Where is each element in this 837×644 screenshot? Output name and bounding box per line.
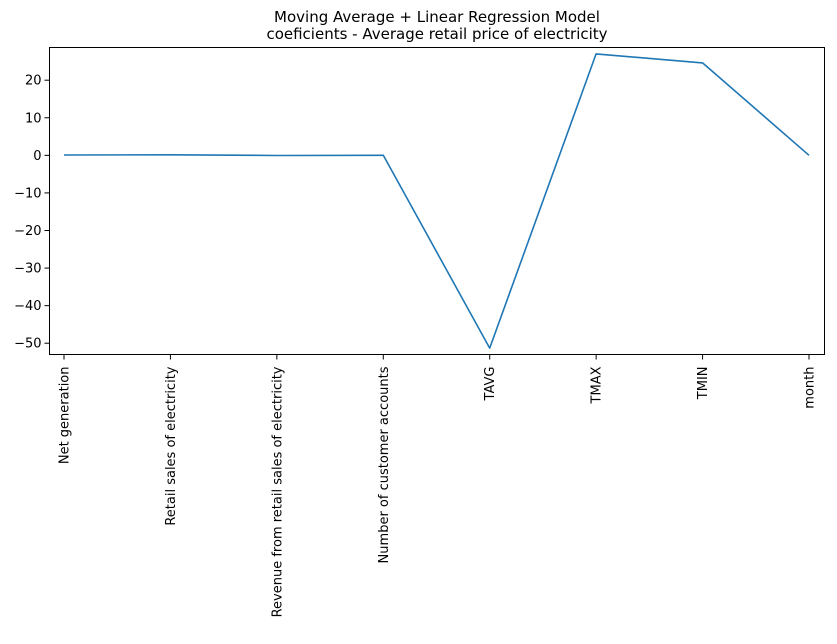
x-axis: Net generation Retail sales of electricit… [58,354,818,617]
x-tick-label: Net generation [58,367,73,465]
y-tick-label: 20 [25,74,42,89]
x-tick-label: TAVG [483,367,498,402]
x-tick-label: TMIN [696,367,711,401]
y-tick-label: −50 [14,337,41,352]
x-tick-label: TMAX [590,366,605,404]
y-tick-label: −10 [14,186,41,201]
y-tick-label: −20 [14,224,41,239]
y-axis: 20 10 0 −10 −20 −30 −40 −50 [14,74,50,352]
series-group [63,53,810,349]
y-tick-label: −30 [14,262,41,277]
plot-area [49,47,825,355]
x-tick-label: Number of customer accounts [377,366,392,563]
x-tick-label: Revenue from retail sales of electricity [270,366,285,617]
chart-title-line-2: coeficients - Average retail price of el… [266,25,607,43]
y-tick-label: 10 [25,111,42,126]
x-tick-label: Retail sales of electricity [164,366,179,525]
y-tick-label: 0 [33,149,41,164]
x-tick-label: month [803,367,818,409]
series-line [63,53,810,349]
y-tick-label: −40 [14,299,41,314]
chart-title-line-1: Moving Average + Linear Regression Model [274,8,600,26]
